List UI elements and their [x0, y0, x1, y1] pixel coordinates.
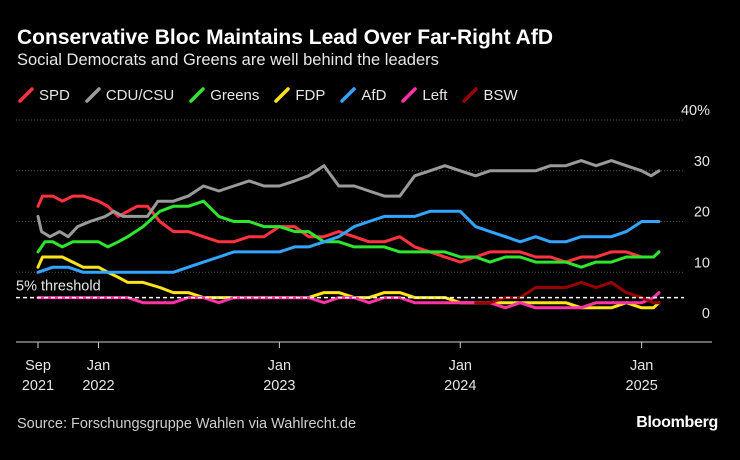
legend-item: Greens	[188, 86, 259, 104]
legend-label: BSW	[483, 86, 518, 104]
legend-label: SPD	[39, 86, 70, 104]
legend-swatch-icon	[85, 87, 101, 103]
legend-label: Left	[422, 86, 448, 104]
legend-swatch-icon	[401, 87, 418, 103]
chart-source: Source: Forschungsgruppe Wahlen via Wahl…	[17, 416, 357, 432]
chart-title: Conservative Bloc Maintains Lead Over Fa…	[17, 26, 554, 49]
series-line-afd	[36, 209, 661, 274]
x-tick-label: Jan 2023	[263, 358, 295, 394]
x-tick-label: Jan 2025	[626, 358, 658, 394]
legend-swatch-icon	[189, 87, 205, 103]
legend-label: Greens	[210, 86, 260, 104]
legend-label: FDP	[295, 86, 326, 104]
chart-subtitle: Social Democrats and Greens are well beh…	[17, 51, 439, 69]
legend-swatch-icon	[340, 87, 357, 103]
legend-swatch-icon	[18, 87, 34, 103]
legend-item: Left	[400, 86, 447, 104]
legend-item: SPD	[17, 86, 70, 104]
legend-item: BSW	[461, 86, 518, 104]
threshold-layer: 5% threshold	[16, 279, 684, 299]
series-lines	[36, 159, 661, 310]
axis-layer: 0 10 20 30 40% Sep 2021 Jan 2022 Jan 2023 Jan 2024 Ja…	[16, 103, 712, 394]
x-tick-label: Jan 2022	[82, 358, 114, 394]
gridlines	[16, 119, 684, 273]
legend-item: AfD	[339, 86, 386, 104]
legend-item: FDP	[273, 86, 325, 104]
bloomberg-logo: Bloomberg	[636, 414, 718, 431]
legend-swatch-icon	[462, 87, 479, 103]
y-tick-label: 40%	[681, 103, 710, 119]
legend-swatch-icon	[274, 87, 291, 103]
y-tick-label: 30	[694, 154, 710, 170]
series-line-fdp	[36, 255, 661, 310]
series-line-greens	[36, 199, 661, 269]
legend-label: CDU/CSU	[105, 86, 175, 104]
x-tick-label: Jan 2024	[444, 358, 476, 394]
y-tick-label: 20	[694, 205, 710, 221]
series-line-cdu-csu	[36, 159, 661, 239]
chart-legend: SPD CDU/CSU Greens FDP AfD Left BSW	[17, 86, 518, 104]
legend-item: CDU/CSU	[84, 86, 174, 104]
legend-label: AfD	[361, 86, 387, 104]
series-line-bsw	[474, 280, 661, 305]
x-tick-label: Sep 2021	[22, 358, 54, 394]
y-tick-label: 0	[702, 306, 710, 322]
threshold-label: 5% threshold	[16, 279, 101, 295]
y-tick-label: 10	[694, 255, 710, 271]
